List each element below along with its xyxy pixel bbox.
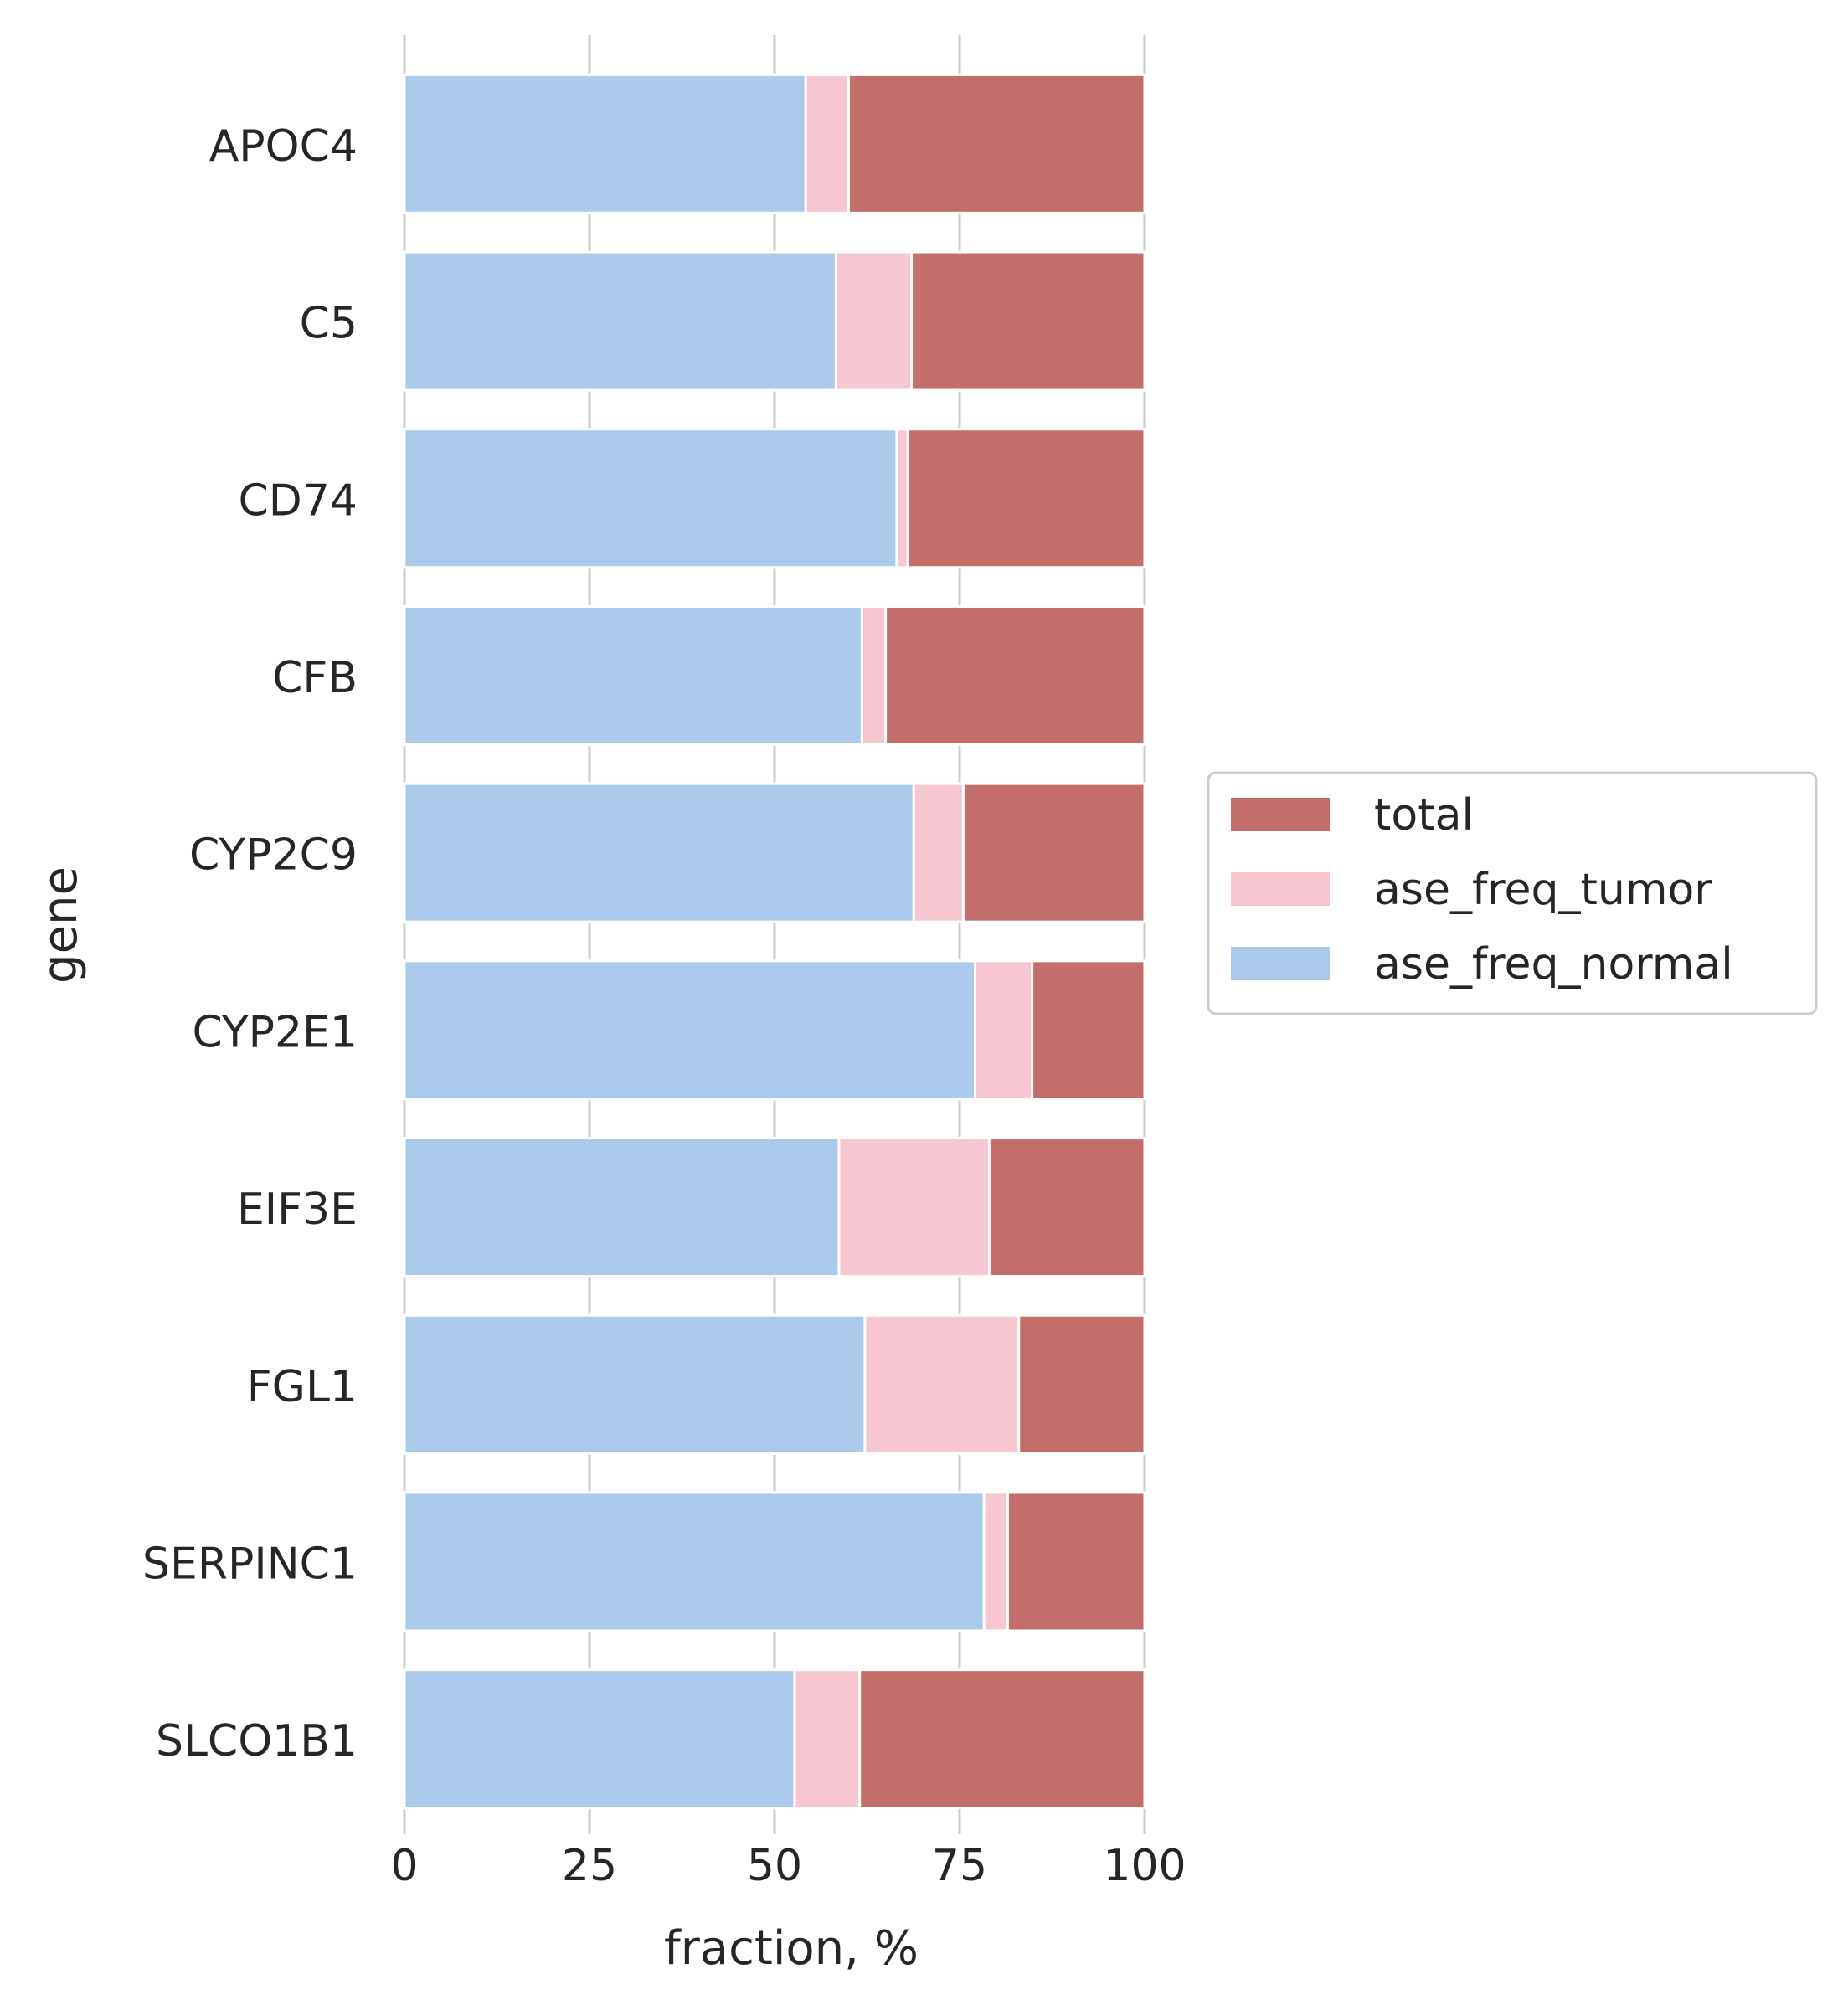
y-tick-label-serpinc1: SERPINC1	[142, 1539, 358, 1589]
bars-layer	[403, 73, 1146, 1810]
y-tick-label-cfb: CFB	[272, 653, 358, 703]
bar-ase_freq_normal-apoc4	[403, 73, 807, 214]
y-tick-label-c5: C5	[300, 299, 358, 349]
bar-ase_freq_normal-fgl1	[403, 1313, 867, 1455]
bar-ase_freq_normal-c5	[403, 250, 837, 392]
legend-swatch-ase_freq_normal	[1231, 947, 1330, 980]
legend-swatch-total	[1231, 798, 1330, 831]
legend: total ase_freq_tumor ase_freq_normal	[1207, 771, 1818, 1015]
bar-ase_freq_normal-eif3e	[403, 1137, 841, 1278]
x-tick-label-0: 0	[390, 1841, 418, 1891]
bar-ase_freq_normal-cd74	[403, 428, 898, 569]
y-tick-label-cyp2e1: CYP2E1	[192, 1007, 358, 1057]
y-tick-label-apoc4: APOC4	[209, 121, 358, 172]
bar-ase_freq_normal-serpinc1	[403, 1491, 986, 1632]
legend-label-ase_freq_tumor: ase_freq_tumor	[1374, 865, 1712, 915]
y-tick-label-eif3e: EIF3E	[237, 1185, 358, 1235]
legend-label-ase_freq_normal: ase_freq_normal	[1374, 939, 1733, 990]
x-tick-label-50: 50	[747, 1841, 802, 1891]
y-tick-label-fgl1: FGL1	[247, 1362, 358, 1412]
bar-ase_freq_normal-cfb	[403, 604, 863, 746]
legend-label-total: total	[1374, 790, 1474, 840]
x-tick-label-75: 75	[932, 1841, 987, 1891]
y-tick-label-slco1b1: SLCO1B1	[156, 1716, 358, 1766]
x-tick-label-25: 25	[562, 1841, 617, 1891]
legend-swatch-ase_freq_tumor	[1231, 872, 1330, 906]
x-axis-label: fraction, %	[664, 1921, 919, 1976]
bar-ase_freq_normal-slco1b1	[403, 1668, 796, 1810]
ticks-layer: APOC4 C5 CD74 CFB CYP2C9 CYP2E1 EIF3E FGL1 SERPI…	[142, 121, 1187, 1891]
x-tick-label-100: 100	[1103, 1841, 1186, 1891]
y-axis-label: gene	[33, 866, 88, 984]
bar-ase_freq_normal-cyp2c9	[403, 782, 915, 923]
y-tick-label-cyp2c9: CYP2C9	[189, 830, 358, 881]
bar-ase_freq_normal-cyp2e1	[403, 959, 977, 1101]
legend-frame	[1207, 771, 1818, 1015]
y-tick-label-cd74: CD74	[238, 476, 358, 526]
